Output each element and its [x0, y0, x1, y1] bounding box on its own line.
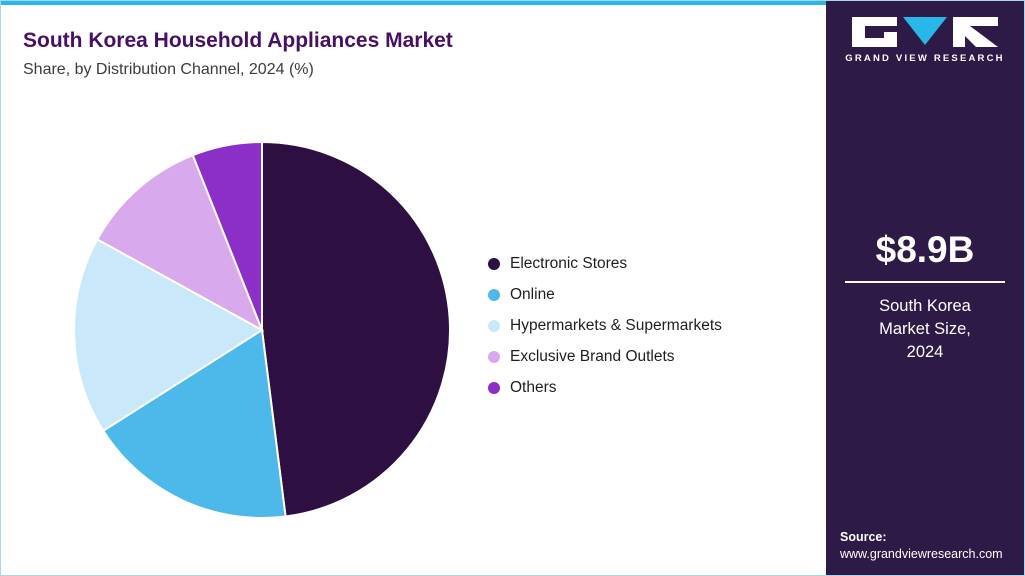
- divider: [845, 281, 1005, 283]
- page-subtitle: Share, by Distribution Channel, 2024 (%): [23, 61, 314, 78]
- source-url: www.grandviewresearch.com: [840, 547, 1003, 561]
- legend-label: Hypermarkets & Supermarkets: [510, 317, 722, 334]
- source-block: Source: www.grandviewresearch.com: [840, 530, 1003, 561]
- legend-dot-icon: [488, 382, 500, 394]
- legend-label: Online: [510, 286, 555, 303]
- chart-legend: Electronic Stores Online Hypermarkets & …: [488, 255, 722, 397]
- market-size-value: $8.9B: [875, 229, 975, 270]
- pie-chart-container: [70, 138, 454, 522]
- market-size-label: South Korea Market Size, 2024: [879, 297, 971, 362]
- pie-chart: [73, 140, 452, 519]
- page-title: South Korea Household Appliances Market: [23, 29, 453, 52]
- chart-panel: South Korea Household Appliances Market …: [1, 1, 826, 575]
- legend-dot-icon: [488, 351, 500, 363]
- brand-logo: GRAND VIEW RESEARCH: [826, 17, 1024, 64]
- legend-dot-icon: [488, 258, 500, 270]
- brand-sidebar: GRAND VIEW RESEARCH $8.9B South Korea Ma…: [826, 1, 1024, 575]
- gvr-logo-icon: [852, 17, 998, 47]
- legend-item: Others: [488, 379, 722, 397]
- legend-dot-icon: [488, 289, 500, 301]
- pie-slice-exclusive-brand-outlets: [95, 153, 264, 333]
- brand-name: GRAND VIEW RESEARCH: [845, 53, 1005, 64]
- legend-item: Electronic Stores: [488, 255, 722, 273]
- legend-label: Others: [510, 379, 557, 396]
- legend-label: Electronic Stores: [510, 255, 628, 272]
- pie-slice-others: [191, 140, 263, 331]
- legend-item: Hypermarkets & Supermarkets: [488, 317, 722, 335]
- legend-label: Exclusive Brand Outlets: [510, 348, 675, 365]
- legend-item: Exclusive Brand Outlets: [488, 348, 722, 366]
- market-size-block: $8.9B South Korea Market Size, 2024: [826, 229, 1024, 364]
- source-label: Source:: [840, 530, 887, 544]
- pie-slice-online: [101, 328, 287, 519]
- legend-item: Online: [488, 286, 722, 304]
- pie-slice-hypermarkets-supermarkets: [73, 238, 264, 433]
- legend-dot-icon: [488, 320, 500, 332]
- pie-slice-electronic-stores: [261, 140, 452, 518]
